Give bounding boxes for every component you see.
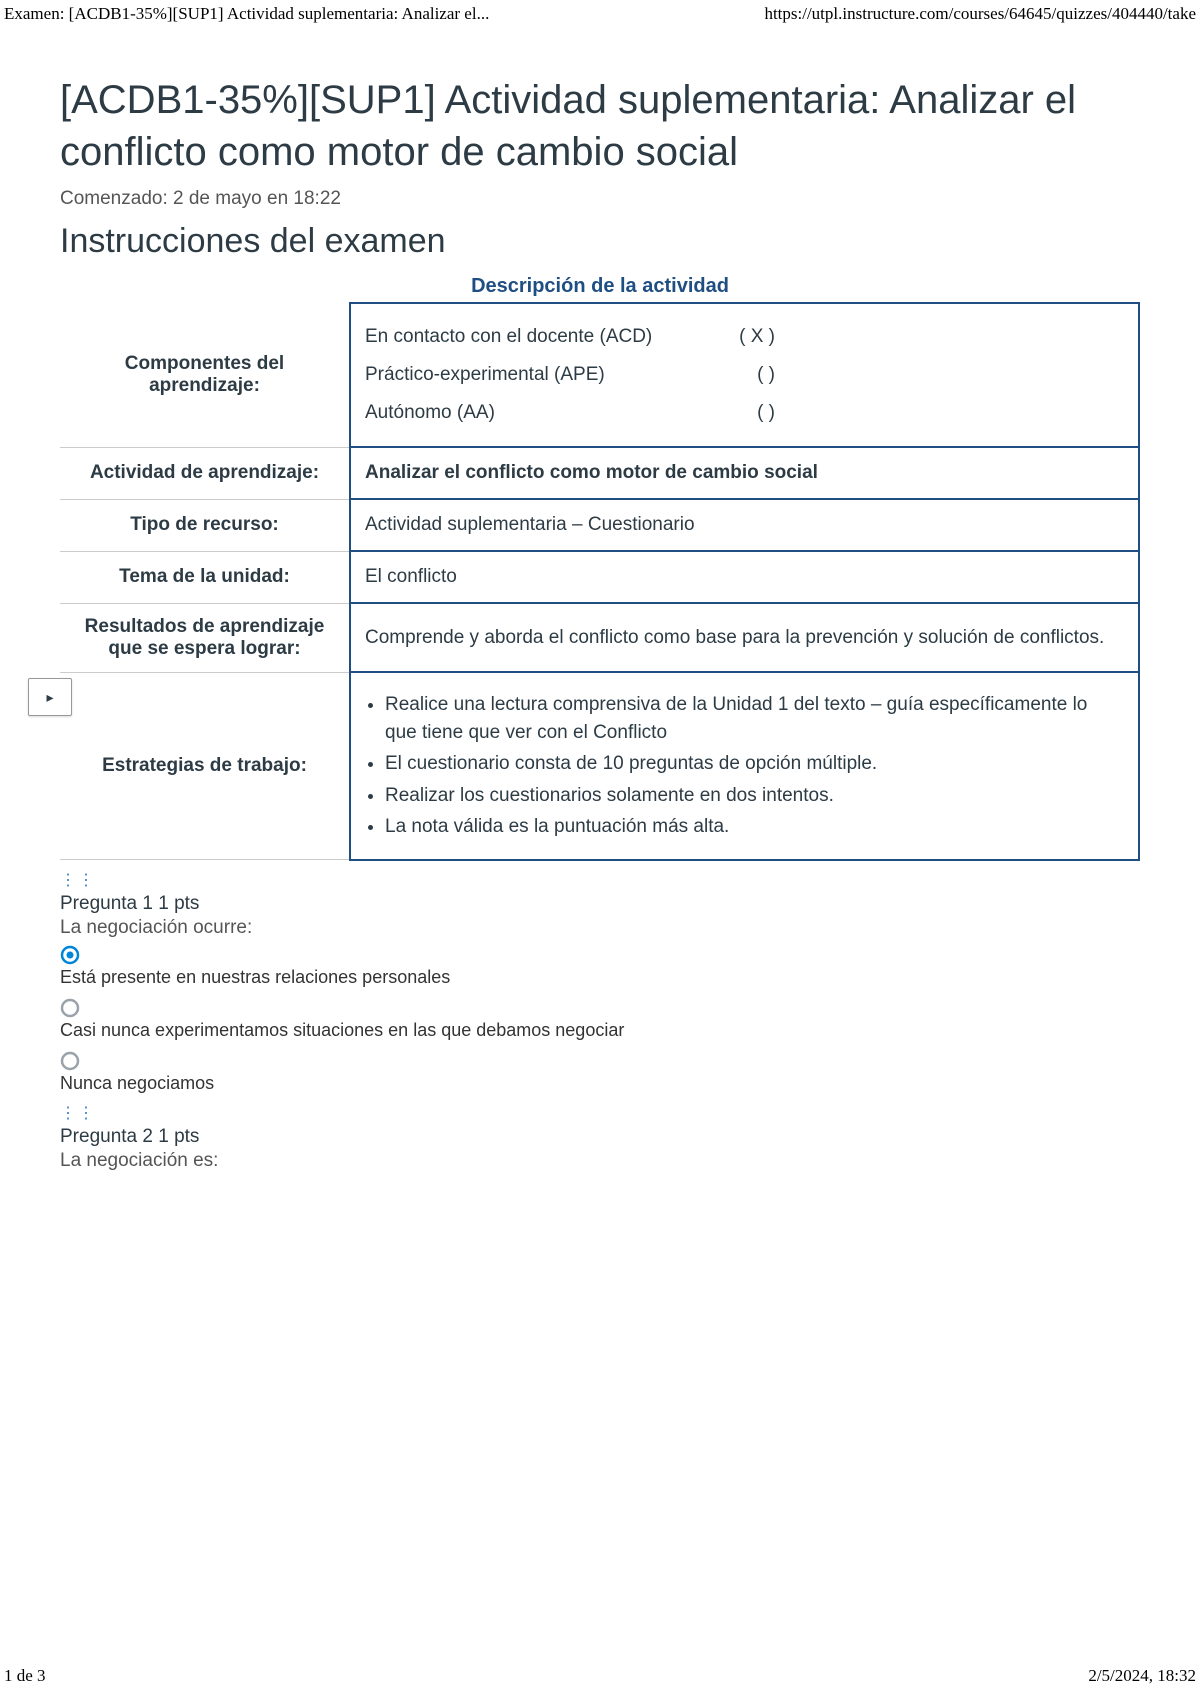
bold-value: Analizar el conflicto como motor de camb…	[365, 462, 818, 483]
question-text: La negociación ocurre:	[60, 917, 1140, 939]
component-name: Autónomo (AA)	[365, 394, 495, 432]
table-row-label: Tipo de recurso:	[60, 499, 350, 551]
component-mark: ( )	[757, 394, 775, 432]
side-tab-button[interactable]: ▸	[28, 678, 72, 716]
header-right: https://utpl.instructure.com/courses/646…	[764, 4, 1196, 24]
page-content: [ACDB1-35%][SUP1] Actividad suplementari…	[0, 24, 1200, 1198]
answer-text: Nunca negociamos	[60, 1073, 1140, 1094]
table-row-value: Realice una lectura comprensiva de la Un…	[350, 672, 1139, 860]
description-title: Descripción de la actividad	[60, 275, 1140, 298]
answer-text: Casi nunca experimentamos situaciones en…	[60, 1020, 1140, 1041]
answer-radio[interactable]	[60, 1051, 1140, 1071]
question-header: Pregunta 1 1 pts	[60, 893, 1140, 915]
component-name: En contacto con el docente (ACD)	[365, 318, 652, 356]
started-timestamp: Comenzado: 2 de mayo en 18:22	[60, 188, 1140, 210]
drag-handle-icon[interactable]: ⋮⋮	[60, 873, 78, 889]
table-row-label: Componentes del aprendizaje:	[60, 303, 350, 447]
question-block: Pregunta 2 1 ptsLa negociación es:	[60, 1126, 1140, 1172]
print-footer: 1 de 3 2/5/2024, 18:32	[0, 1666, 1200, 1690]
footer-left: 1 de 3	[4, 1666, 46, 1686]
component-mark: ( X )	[739, 318, 775, 356]
answer-radio[interactable]	[60, 945, 1140, 965]
component-name: Práctico-experimental (APE)	[365, 356, 605, 394]
question-header: Pregunta 2 1 pts	[60, 1126, 1140, 1148]
table-row-label: Resultados de aprendizaje que se espera …	[60, 603, 350, 672]
chevron-right-icon: ▸	[46, 689, 53, 706]
strategy-item: Realice una lectura comprensiva de la Un…	[385, 691, 1124, 746]
drag-handle-icon[interactable]: ⋮⋮	[60, 1106, 78, 1122]
table-row-label: Actividad de aprendizaje:	[60, 447, 350, 499]
component-mark: ( )	[757, 356, 775, 394]
page-title: [ACDB1-35%][SUP1] Actividad suplementari…	[60, 74, 1140, 178]
table-row-label: Tema de la unidad:	[60, 551, 350, 603]
table-row-value: Comprende y aborda el conflicto como bas…	[350, 603, 1139, 672]
table-row-value: El conflicto	[350, 551, 1139, 603]
strategy-item: Realizar los cuestionarios solamente en …	[385, 782, 1124, 810]
activity-table: Componentes del aprendizaje:En contacto …	[60, 302, 1140, 861]
question-block: Pregunta 1 1 ptsLa negociación ocurre: Es…	[60, 893, 1140, 1094]
header-left: Examen: [ACDB1-35%][SUP1] Actividad supl…	[4, 4, 489, 24]
footer-right: 2/5/2024, 18:32	[1088, 1666, 1196, 1686]
answer-text: Está presente en nuestras relaciones per…	[60, 967, 1140, 988]
question-text: La negociación es:	[60, 1150, 1140, 1172]
table-row-value: Actividad suplementaria – Cuestionario	[350, 499, 1139, 551]
strategy-item: El cuestionario consta de 10 preguntas d…	[385, 750, 1124, 778]
instructions-heading: Instrucciones del examen	[60, 222, 1140, 261]
strategy-item: La nota válida es la puntuación más alta…	[385, 813, 1124, 841]
table-row-label: Estrategias de trabajo:	[60, 672, 350, 860]
answer-radio[interactable]	[60, 998, 1140, 1018]
print-header: Examen: [ACDB1-35%][SUP1] Actividad supl…	[0, 0, 1200, 24]
table-row-value: En contacto con el docente (ACD) ( X ) Prá…	[350, 303, 1139, 447]
table-row-value: Analizar el conflicto como motor de camb…	[350, 447, 1139, 499]
